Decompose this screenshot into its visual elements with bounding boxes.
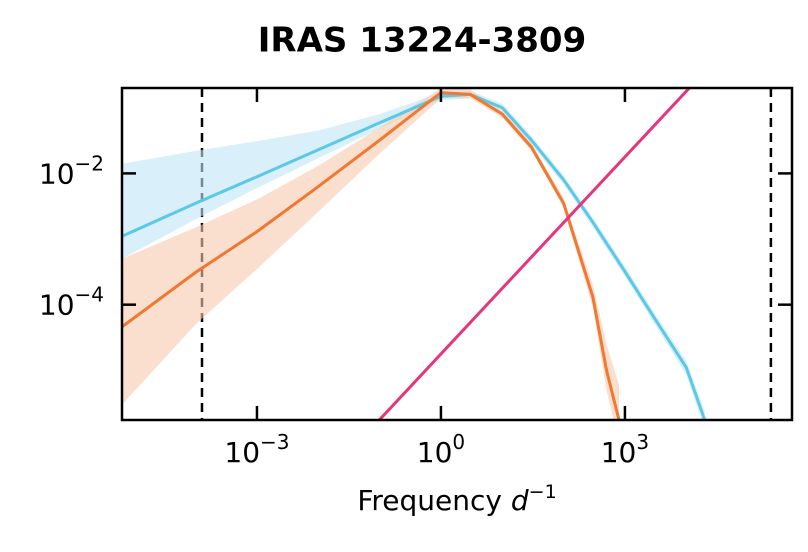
line	[378, 88, 692, 420]
x-tick-exponent: 0	[452, 430, 465, 454]
y-tick-base: 10	[39, 289, 75, 322]
confidence-band	[122, 88, 619, 420]
y-tick-exponent: −2	[75, 151, 104, 175]
x-tick-base: 10	[417, 436, 453, 469]
y-tick-exponent: −4	[75, 283, 104, 307]
x-tick-base: 10	[601, 436, 637, 469]
plot-area	[122, 88, 773, 420]
line	[122, 91, 621, 420]
y-tick-label: 10−4	[39, 283, 104, 322]
x-tick-base: 10	[224, 436, 260, 469]
axes-frame	[120, 86, 794, 422]
chart-title: IRAS 13224-3809	[258, 21, 587, 61]
x-tick-exponent: −3	[260, 430, 289, 454]
y-tick-base: 10	[39, 157, 75, 190]
x-tick-exponent: 3	[636, 430, 649, 454]
x-tick-label: 103	[601, 430, 649, 469]
x-tick-label: 100	[417, 430, 465, 469]
x-axis-unit: d	[511, 484, 529, 517]
x-tick-label: 10−3	[224, 430, 289, 469]
x-axis-label-text: Frequency	[357, 484, 502, 517]
line	[122, 92, 707, 420]
x-axis-unit-exponent: −1	[529, 481, 557, 503]
y-tick-label: 10−2	[39, 151, 104, 190]
x-axis-label: Frequency d−1	[357, 481, 556, 517]
